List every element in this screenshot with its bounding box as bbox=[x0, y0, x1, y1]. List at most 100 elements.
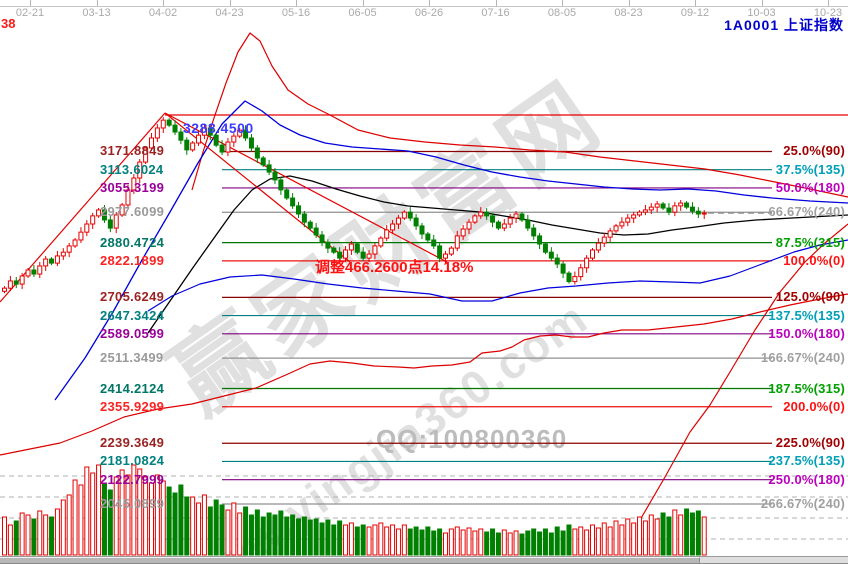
volume-bar bbox=[278, 510, 284, 556]
volume-bar bbox=[701, 516, 707, 556]
price-level-label: 3055.3199 bbox=[100, 179, 165, 195]
candlestick bbox=[331, 247, 337, 253]
volume-bar bbox=[166, 486, 172, 556]
candlestick bbox=[648, 206, 654, 211]
volume-bar bbox=[19, 512, 25, 556]
volume-bar bbox=[260, 516, 266, 556]
percent-level-label: 37.5%(135) bbox=[775, 161, 845, 177]
candlestick bbox=[390, 223, 396, 231]
volume-bar bbox=[113, 476, 119, 556]
volume-bar bbox=[172, 492, 178, 556]
volume-bar bbox=[331, 524, 337, 556]
candlestick bbox=[160, 119, 166, 129]
volume-bar bbox=[372, 524, 378, 556]
symbol-name: 上证指数 bbox=[784, 17, 844, 33]
candlestick bbox=[607, 230, 613, 238]
candlestick bbox=[425, 233, 431, 241]
candlestick bbox=[7, 280, 13, 289]
percent-level-label: 150.0%(180) bbox=[768, 325, 845, 341]
candlestick bbox=[601, 236, 607, 244]
candlestick bbox=[90, 215, 96, 225]
candlestick bbox=[13, 280, 19, 285]
candlestick bbox=[66, 245, 72, 253]
candlestick bbox=[437, 245, 443, 259]
candlestick bbox=[490, 215, 496, 223]
date-tick bbox=[362, 0, 364, 6]
volume-bar bbox=[607, 526, 613, 556]
percent-level-label: 100.0%(0) bbox=[783, 252, 845, 268]
volume-bar bbox=[296, 518, 301, 556]
candlestick bbox=[137, 161, 143, 179]
horizontal-scrollbar[interactable] bbox=[0, 556, 848, 564]
candlestick bbox=[631, 214, 637, 219]
candlestick bbox=[325, 241, 331, 249]
candlestick bbox=[101, 209, 107, 221]
candlestick bbox=[625, 217, 631, 223]
volume-bar bbox=[213, 499, 219, 556]
candlestick bbox=[72, 239, 78, 247]
volume-bar bbox=[525, 530, 531, 556]
volume-bar bbox=[366, 526, 372, 556]
date-label: 10-23 bbox=[813, 7, 843, 19]
date-label: 06-05 bbox=[348, 7, 377, 19]
candlestick bbox=[166, 119, 172, 126]
candlestick bbox=[525, 219, 531, 229]
candlestick bbox=[419, 225, 425, 235]
gann-trendline-down-2 bbox=[164, 112, 448, 263]
volume-bar bbox=[495, 532, 501, 556]
volume-bar bbox=[337, 520, 343, 556]
candlestick bbox=[60, 251, 66, 257]
volume-bar bbox=[290, 514, 296, 556]
volume-bar bbox=[678, 514, 684, 556]
volume-bar bbox=[201, 494, 207, 556]
percent-level-label: 225.0%(90) bbox=[775, 435, 845, 451]
candlestick bbox=[131, 177, 137, 191]
percent-level-label: 166.67%(240) bbox=[760, 350, 845, 366]
volume-bar bbox=[354, 526, 360, 556]
candlestick bbox=[678, 202, 684, 207]
volume-bar bbox=[348, 522, 354, 556]
volume-bar bbox=[395, 528, 401, 556]
volume-bar bbox=[572, 528, 578, 556]
candlestick bbox=[554, 257, 560, 265]
date-label: 02-21 bbox=[15, 7, 45, 19]
volume-bar bbox=[637, 516, 643, 556]
candlestick bbox=[313, 227, 319, 236]
volume-bar bbox=[501, 529, 507, 556]
percent-level-label: 266.67%(240) bbox=[760, 495, 845, 511]
volume-bar bbox=[531, 528, 537, 556]
candlestick bbox=[237, 129, 243, 137]
blue-lower-band bbox=[147, 239, 848, 312]
volume-bar bbox=[137, 468, 143, 556]
volume-bar bbox=[196, 502, 202, 556]
candlestick bbox=[478, 211, 484, 217]
percent-level-label: 237.5%(135) bbox=[768, 453, 845, 469]
price-level-label: 2822.1899 bbox=[100, 252, 165, 268]
candlestick bbox=[448, 247, 454, 255]
percent-level-label: 66.67%(240) bbox=[768, 204, 845, 220]
candlestick bbox=[354, 243, 360, 253]
volume-bar bbox=[507, 532, 513, 556]
volume-bar bbox=[284, 516, 290, 556]
date-tick bbox=[628, 0, 630, 6]
candlestick bbox=[466, 221, 472, 230]
candlestick bbox=[613, 225, 619, 232]
volume-bar bbox=[90, 472, 96, 556]
candlestick bbox=[231, 135, 237, 143]
candlestick bbox=[501, 223, 507, 229]
volume-bar bbox=[2, 516, 7, 556]
candlestick bbox=[548, 251, 554, 259]
volume-bar bbox=[343, 524, 349, 556]
candlestick bbox=[531, 227, 537, 237]
volume-bar bbox=[131, 464, 137, 556]
date-label: 09-12 bbox=[680, 7, 710, 19]
scrollbar-thumb[interactable] bbox=[0, 557, 700, 563]
candlestick bbox=[701, 212, 707, 215]
candlestick bbox=[537, 235, 543, 245]
candlestick bbox=[190, 142, 196, 151]
volume-bar bbox=[49, 516, 55, 556]
volume-bar bbox=[613, 520, 619, 556]
date-tick bbox=[163, 0, 164, 6]
gann-level-lines-layer bbox=[165, 114, 848, 505]
